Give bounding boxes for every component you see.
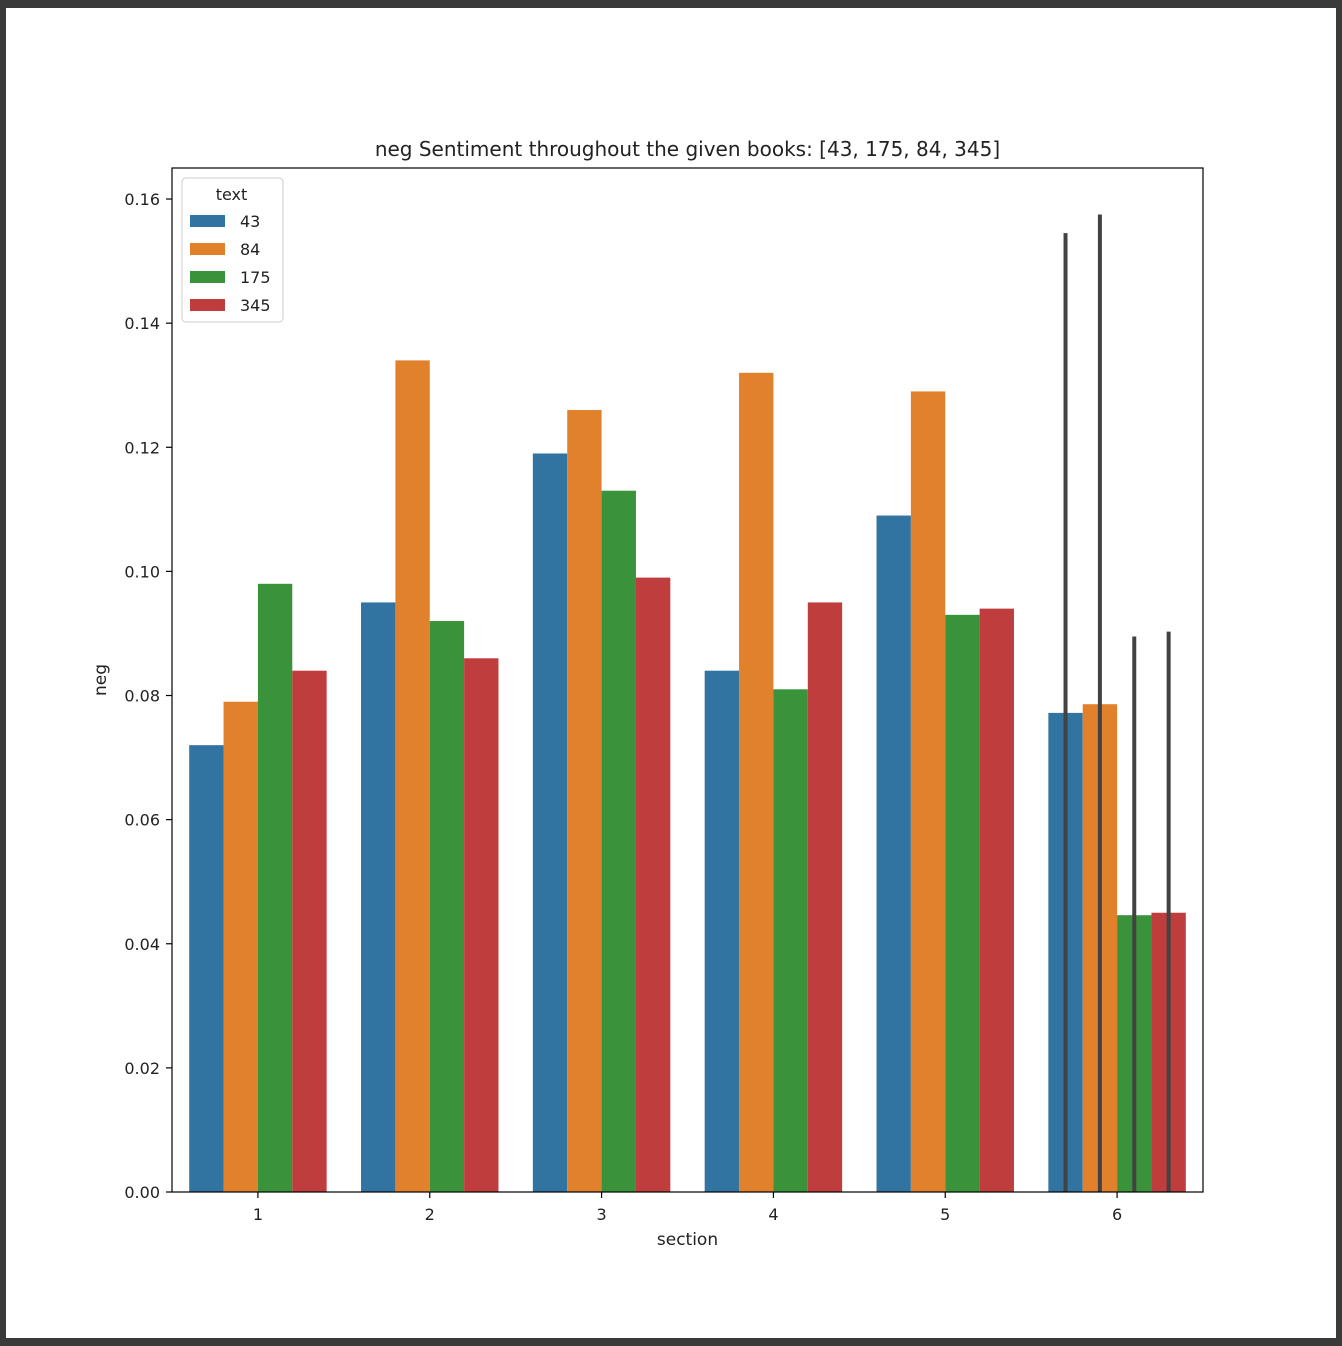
- x-tick-label: 1: [253, 1205, 263, 1224]
- legend-swatch-345: [190, 299, 225, 311]
- bars-layer: [189, 360, 1186, 1193]
- bar-series-345-section-1: [292, 670, 327, 1192]
- legend-swatch-84: [190, 243, 225, 255]
- legend-swatch-175: [190, 271, 225, 283]
- bar-series-43-section-1: [189, 745, 224, 1192]
- axes-frame: [171, 167, 1204, 1193]
- legend-label-345: 345: [240, 296, 271, 315]
- bar-series-175-section-1: [257, 583, 293, 1192]
- bar-series-175-section-3: [601, 490, 636, 1192]
- y-tick-label: 0.00: [124, 1183, 160, 1202]
- bar-series-84-section-3: [567, 410, 602, 1192]
- chart-title: neg Sentiment throughout the given books…: [375, 137, 1000, 161]
- legend: text 43 84 175 345: [181, 177, 284, 323]
- y-axis: 0.00 0.02 0.04 0.06 0.08 0.10 0.12 0.14 0.16: [124, 190, 172, 1202]
- bar-series-345-section-2: [464, 658, 499, 1192]
- bar-series-345-section-5: [979, 608, 1014, 1192]
- x-tick-label: 6: [1112, 1205, 1122, 1224]
- bar-series-43-section-4: [704, 670, 740, 1192]
- chart-figure: 0.00 0.02 0.04 0.06 0.08 0.10 0.12 0.14 0.16 1 2 3…: [6, 8, 1336, 1338]
- bar-series-43-section-5: [876, 515, 911, 1192]
- bar-series-43-section-3: [532, 453, 568, 1193]
- x-tick-label: 2: [425, 1205, 435, 1224]
- x-axis: 1 2 3 4 5 6: [253, 1192, 1122, 1224]
- y-tick-label: 0.10: [124, 562, 160, 581]
- y-tick-label: 0.08: [124, 687, 160, 706]
- bar-series-345-section-3: [635, 577, 671, 1192]
- legend-label-175: 175: [240, 268, 271, 287]
- legend-label-84: 84: [240, 240, 260, 259]
- legend-title: text: [216, 185, 248, 204]
- legend-label-43: 43: [240, 212, 260, 231]
- bar-series-84-section-5: [910, 391, 946, 1192]
- bar-series-84-section-2: [395, 360, 430, 1192]
- bar-series-175-section-2: [429, 621, 465, 1192]
- y-tick-label: 0.14: [124, 314, 160, 333]
- y-tick-label: 0.16: [124, 190, 160, 209]
- bar-chart: 0.00 0.02 0.04 0.06 0.08 0.10 0.12 0.14 0.16 1 2 3…: [91, 137, 1204, 1250]
- x-tick-label: 5: [940, 1205, 950, 1224]
- y-tick-label: 0.02: [124, 1059, 160, 1078]
- y-tick-label: 0.04: [124, 935, 160, 954]
- bar-series-84-section-1: [223, 701, 258, 1192]
- x-tick-label: 4: [768, 1205, 778, 1224]
- bar-series-175-section-5: [945, 614, 980, 1192]
- y-tick-label: 0.12: [124, 438, 160, 457]
- y-axis-label: neg: [91, 664, 111, 696]
- x-axis-label: section: [657, 1230, 718, 1250]
- error-bars-layer: [1063, 214, 1171, 1192]
- bar-series-175-section-4: [773, 689, 808, 1192]
- x-tick-label: 3: [596, 1205, 606, 1224]
- legend-swatch-43: [190, 215, 225, 227]
- legend-box: [181, 177, 284, 323]
- bar-series-84-section-4: [739, 372, 774, 1192]
- bar-series-345-section-4: [807, 602, 843, 1192]
- y-tick-label: 0.06: [124, 811, 160, 830]
- bar-series-43-section-2: [361, 602, 396, 1192]
